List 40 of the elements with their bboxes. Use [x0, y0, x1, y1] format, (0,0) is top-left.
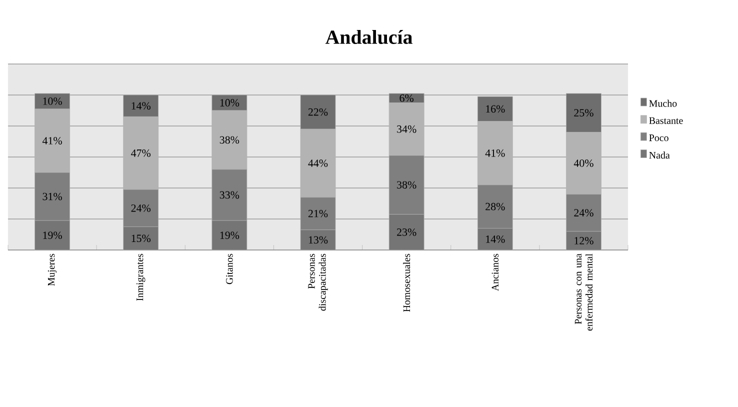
- data-label: 44%: [308, 159, 328, 167]
- data-label: 10%: [220, 99, 240, 106]
- data-label: 41%: [42, 137, 62, 144]
- data-label: 16%: [486, 105, 505, 113]
- data-label: 28%: [486, 202, 505, 210]
- data-label: 13%: [308, 236, 328, 244]
- legend-label: Bastante: [649, 117, 683, 124]
- data-label: 6%: [400, 94, 414, 102]
- data-label: 19%: [220, 232, 240, 239]
- data-label: 38%: [220, 136, 240, 144]
- x-tick-label: Personas discapacitadas: [308, 254, 328, 311]
- x-tick-label: Personas con una enfermedad mental: [574, 254, 593, 331]
- data-label: 22%: [308, 108, 328, 116]
- data-label: 24%: [131, 204, 151, 212]
- data-label: 31%: [42, 192, 62, 200]
- data-label: 19%: [43, 232, 62, 239]
- data-label: 14%: [132, 102, 151, 110]
- data-label: 40%: [574, 159, 594, 167]
- data-label: 33%: [220, 191, 240, 199]
- x-tick-label: Inmigrantes: [136, 254, 146, 301]
- data-label: 23%: [397, 228, 416, 236]
- chart-title: Andalucía: [325, 30, 412, 44]
- legend-label: Poco: [649, 134, 668, 142]
- x-tick-label: Gitanos: [226, 254, 233, 284]
- data-label: 12%: [574, 236, 594, 244]
- data-label: 24%: [574, 209, 594, 217]
- data-label: 25%: [574, 109, 594, 117]
- x-tick-label: Ancianos: [492, 254, 498, 292]
- data-label: 47%: [131, 149, 151, 157]
- legend-label: Mucho: [649, 100, 677, 107]
- x-tick-label: Homosexuales: [403, 254, 410, 312]
- data-label: 34%: [397, 125, 416, 133]
- legend-label: Nada: [649, 152, 670, 159]
- data-label: 10%: [43, 97, 62, 105]
- data-label: 21%: [308, 210, 328, 218]
- data-label: 15%: [132, 234, 151, 242]
- data-label: 41%: [485, 149, 505, 157]
- x-tick-label: Mujeres: [48, 254, 57, 286]
- data-label: 38%: [397, 181, 416, 189]
- data-label: 14%: [486, 235, 505, 243]
